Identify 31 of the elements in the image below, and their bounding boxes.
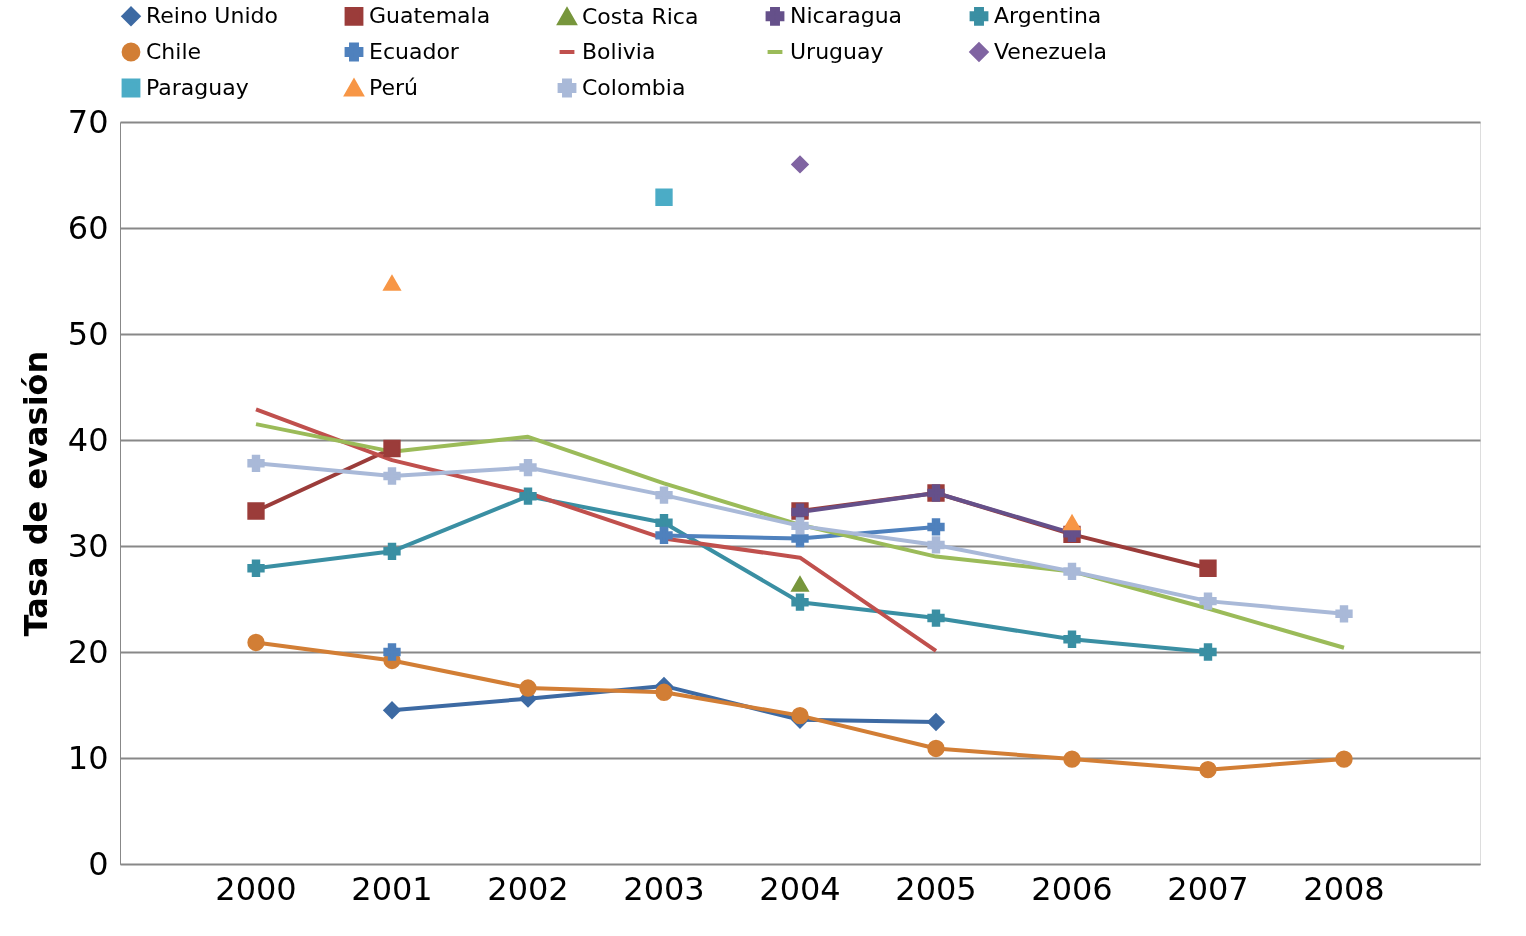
y-tick-label: 40 xyxy=(67,420,109,459)
legend-label: Venezuela xyxy=(994,39,1107,64)
x-tick-label: 2007 xyxy=(1167,869,1249,908)
y-tick-label: 50 xyxy=(67,314,109,353)
y-tick-label: 30 xyxy=(67,526,109,565)
y-tick-label: 20 xyxy=(67,632,109,671)
x-tick-label: 2001 xyxy=(351,869,433,908)
y-tick-label: 10 xyxy=(67,738,109,777)
legend-label: Chile xyxy=(146,39,202,64)
y-axis-title: Tasa de evasión xyxy=(16,350,55,637)
legend-label: Uruguay xyxy=(790,39,884,64)
x-tick-label: 2004 xyxy=(759,869,841,908)
y-tick-label: 70 xyxy=(67,102,109,141)
legend-label: Perú xyxy=(369,75,419,100)
legend-label: Paraguay xyxy=(146,75,249,100)
x-tick-label: 2006 xyxy=(1031,869,1113,908)
x-tick-label: 2003 xyxy=(623,869,705,908)
x-tick-label: 2002 xyxy=(487,869,569,908)
y-tick-label: 60 xyxy=(67,208,109,247)
x-tick-label: 2000 xyxy=(215,869,297,908)
legend-label: Colombia xyxy=(582,75,686,100)
legend-label: Nicaragua xyxy=(790,3,903,29)
legend-label: Costa Rica xyxy=(582,3,699,29)
legend-label: Reino Unido xyxy=(146,3,278,29)
legend-label: Ecuador xyxy=(369,39,460,64)
legend-label: Bolivia xyxy=(582,39,656,64)
x-tick-label: 2005 xyxy=(895,869,977,908)
legend-label: Argentina xyxy=(994,3,1102,29)
y-tick-label: 0 xyxy=(88,844,109,883)
x-tick-label: 2008 xyxy=(1303,869,1385,908)
legend-label: Guatemala xyxy=(369,3,491,29)
